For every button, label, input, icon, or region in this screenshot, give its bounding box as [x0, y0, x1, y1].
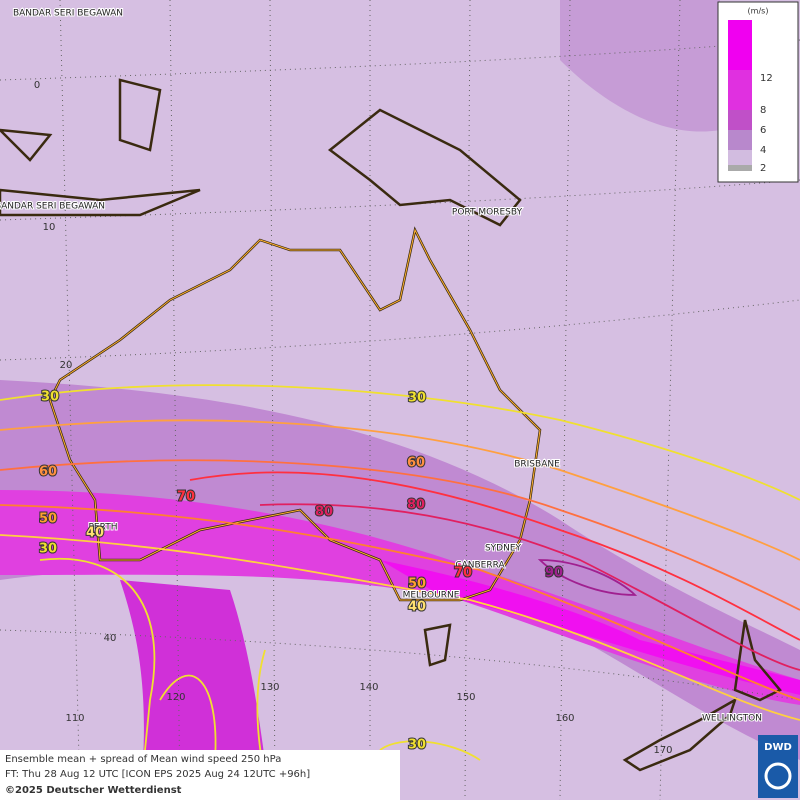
- city-label: WELLINGTON: [702, 714, 762, 724]
- contour-label: 80: [315, 505, 333, 520]
- logo-mark: [764, 762, 792, 790]
- contour-label: 40: [86, 526, 104, 541]
- contour-label: 30: [408, 738, 426, 753]
- legend-unit: (m/s): [748, 7, 769, 16]
- contour-label: 30: [39, 542, 57, 557]
- legend-swatch: [728, 20, 752, 70]
- graticule-label: 40: [104, 633, 117, 644]
- legend-swatch: [728, 110, 752, 130]
- city-label: SYDNEY: [485, 544, 522, 554]
- legend-swatch: [728, 70, 752, 110]
- graticule-label: 0: [34, 80, 40, 91]
- legend-tick-label: 12: [760, 73, 773, 84]
- spread-zone: [380, 560, 800, 695]
- spread-zone: [120, 580, 270, 800]
- city-label: BANDAR SERI BEGAWAN: [0, 202, 105, 212]
- city-label: BRISBANE: [514, 460, 560, 470]
- graticule-label: 130: [260, 682, 279, 693]
- contour-label: 80: [407, 498, 425, 513]
- legend-tick-label: 4: [760, 145, 766, 156]
- isotach: [0, 384, 800, 801]
- coastline-highlight: [49, 228, 541, 601]
- graticule-label: 140: [359, 682, 378, 693]
- graticule-label: 160: [555, 713, 574, 724]
- contour-label: 50: [408, 577, 426, 592]
- contour-label: 30: [41, 390, 59, 405]
- legend-tick-label: 2: [760, 163, 766, 174]
- spread-zone: [560, 0, 720, 132]
- graticule-label: 20: [60, 360, 73, 371]
- legend-swatch: [728, 130, 752, 150]
- footer-line: Ensemble mean + spread of Mean wind spee…: [5, 754, 281, 765]
- legend-tick-label: 6: [760, 125, 766, 136]
- legend-swatch: [728, 165, 752, 171]
- footer-line: FT: Thu 28 Aug 12 UTC [ICON EPS 2025 Aug…: [5, 769, 310, 780]
- footer-copyright: ©2025 Deutscher Wetterdienst: [5, 785, 182, 796]
- graticule-label: 110: [65, 713, 84, 724]
- city-label: BANDAR SERI BEGAWAN: [13, 9, 123, 19]
- city-label: CANBERRA: [455, 561, 505, 571]
- city-label: MELBOURNE: [403, 591, 460, 601]
- graticule-label: 10: [43, 222, 56, 233]
- graticule-label: 120: [166, 692, 185, 703]
- contour-label: 70: [454, 566, 472, 581]
- footer-box: [0, 750, 400, 800]
- contour-label: 70: [177, 490, 195, 505]
- contour-label: 60: [39, 465, 57, 480]
- graticule-label: 150: [456, 692, 475, 703]
- contour-label: 90: [545, 566, 563, 581]
- logo-text: DWD: [764, 742, 792, 753]
- contour-label: 30: [408, 391, 426, 406]
- city-label: PORT MORESBY: [452, 208, 523, 218]
- graticule-label: 170: [653, 745, 672, 756]
- contour-label: 40: [408, 600, 426, 615]
- legend-tick-label: 8: [760, 105, 766, 116]
- legend-swatch: [728, 150, 752, 165]
- spread-zone: [0, 490, 800, 705]
- contour-label: 50: [39, 512, 57, 527]
- contour-label: 60: [407, 456, 425, 471]
- city-label: PERTH: [89, 523, 118, 533]
